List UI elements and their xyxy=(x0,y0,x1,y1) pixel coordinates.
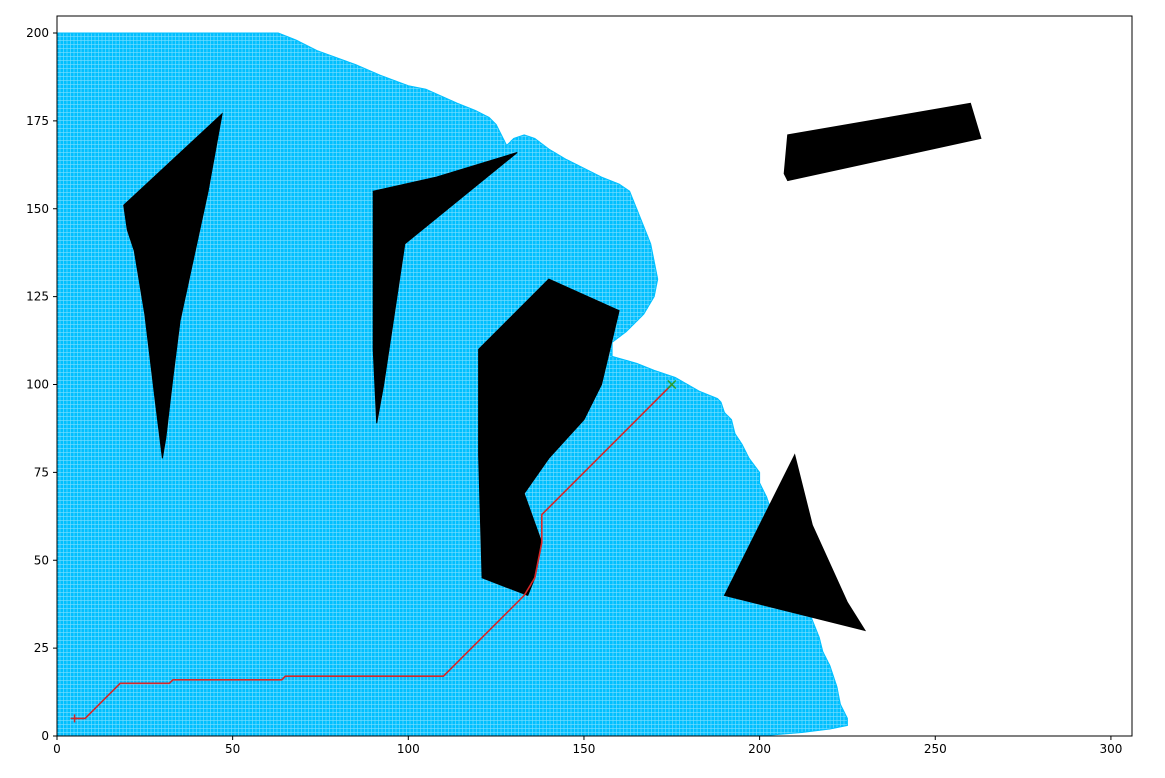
y-tick-label: 0 xyxy=(41,729,49,743)
y-tick-label: 175 xyxy=(26,114,49,128)
y-tick-label: 25 xyxy=(34,641,49,655)
y-tick-label: 200 xyxy=(26,26,49,40)
goal-marker xyxy=(667,379,677,390)
explored-region xyxy=(57,32,848,736)
obstacle-1 xyxy=(123,112,223,459)
x-tick-label: 50 xyxy=(225,742,240,756)
y-tick-label: 75 xyxy=(34,465,49,479)
y-tick-label: 100 xyxy=(26,378,49,392)
x-tick-label: 250 xyxy=(924,742,947,756)
obstacle-5 xyxy=(723,453,867,632)
obstacle-3 xyxy=(478,278,620,597)
path-line-1 xyxy=(74,383,673,720)
y-tick-label: 150 xyxy=(26,202,49,216)
plot-frame xyxy=(56,15,1133,737)
x-tick-label: 150 xyxy=(573,742,596,756)
x-tick-label: 300 xyxy=(1099,742,1122,756)
start-marker xyxy=(70,714,79,723)
y-tick-label: 50 xyxy=(34,553,49,567)
obstacle-2 xyxy=(372,152,518,424)
obstacle-4 xyxy=(783,102,982,182)
x-tick-label: 200 xyxy=(748,742,771,756)
x-tick-label: 0 xyxy=(53,742,61,756)
y-tick-label: 125 xyxy=(26,290,49,304)
x-tick-label: 100 xyxy=(397,742,420,756)
